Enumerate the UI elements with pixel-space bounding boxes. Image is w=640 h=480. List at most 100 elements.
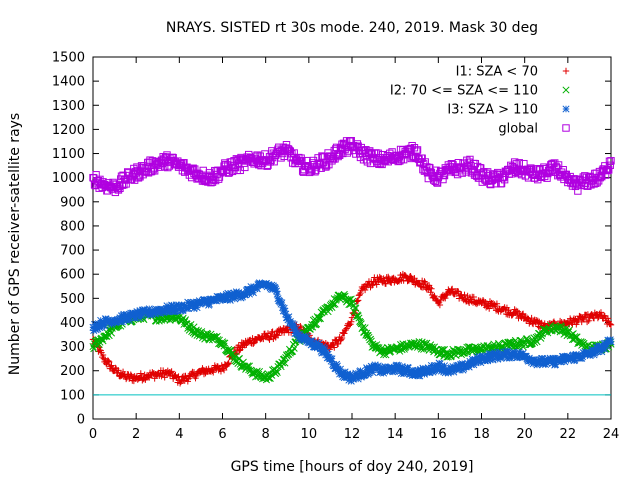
data-point bbox=[273, 290, 281, 298]
data-point bbox=[205, 169, 214, 177]
data-point bbox=[427, 289, 434, 296]
data-point bbox=[376, 273, 383, 281]
data-point bbox=[92, 326, 100, 334]
x-tick-label: 0 bbox=[89, 427, 97, 442]
data-point bbox=[167, 369, 175, 376]
data-point bbox=[580, 339, 588, 347]
data-point bbox=[596, 345, 604, 353]
data-point bbox=[370, 364, 378, 372]
data-point bbox=[494, 348, 503, 356]
data-point bbox=[365, 369, 373, 377]
data-point bbox=[366, 335, 375, 343]
data-point bbox=[242, 291, 250, 299]
data-point bbox=[312, 338, 321, 346]
series-3 bbox=[89, 279, 615, 385]
data-point bbox=[344, 373, 352, 381]
data-point bbox=[442, 291, 450, 298]
data-point bbox=[219, 292, 227, 300]
data-point bbox=[290, 344, 298, 352]
data-point bbox=[284, 145, 292, 153]
data-point bbox=[556, 317, 564, 325]
data-point bbox=[186, 302, 194, 310]
data-point bbox=[420, 370, 429, 378]
data-point bbox=[182, 303, 190, 311]
data-point bbox=[487, 350, 495, 358]
data-layer bbox=[89, 136, 615, 387]
data-point bbox=[250, 339, 258, 346]
data-point bbox=[604, 315, 612, 322]
data-point bbox=[232, 293, 240, 301]
data-point bbox=[510, 158, 519, 166]
x-tick-label: 22 bbox=[560, 427, 577, 442]
y-axis-label: Number of GPS receiver-satellite rays bbox=[7, 113, 23, 375]
data-point bbox=[390, 367, 398, 375]
data-point bbox=[339, 149, 347, 158]
axes-layer: 0100200300400500600700800900100011001200… bbox=[52, 51, 619, 443]
data-point bbox=[205, 300, 213, 308]
x-tick-label: 4 bbox=[175, 427, 183, 442]
data-point bbox=[427, 361, 435, 370]
data-point bbox=[514, 308, 521, 315]
data-point bbox=[580, 315, 588, 323]
data-point bbox=[290, 321, 298, 329]
data-point bbox=[274, 295, 282, 303]
series-1 bbox=[89, 270, 615, 387]
legend-marker-4 bbox=[562, 124, 570, 132]
data-point bbox=[527, 165, 536, 173]
data-point bbox=[187, 321, 195, 329]
data-point bbox=[131, 314, 139, 322]
data-point bbox=[554, 161, 563, 169]
data-point bbox=[343, 149, 352, 157]
data-point bbox=[320, 344, 328, 352]
data-point bbox=[480, 168, 488, 176]
data-point bbox=[236, 292, 244, 300]
data-point bbox=[455, 288, 462, 295]
data-point bbox=[235, 291, 244, 299]
data-point bbox=[439, 346, 447, 354]
data-point bbox=[338, 336, 345, 343]
data-point bbox=[236, 347, 243, 354]
data-point bbox=[185, 304, 193, 313]
y-tick-label: 1300 bbox=[52, 99, 85, 114]
data-point bbox=[537, 334, 545, 342]
data-point bbox=[265, 282, 274, 290]
data-point bbox=[511, 350, 519, 358]
data-point bbox=[162, 304, 170, 313]
data-point bbox=[408, 141, 416, 150]
data-point bbox=[94, 320, 102, 328]
data-point bbox=[99, 351, 107, 359]
data-point bbox=[184, 378, 192, 385]
data-point bbox=[327, 343, 334, 350]
data-point bbox=[272, 287, 281, 295]
data-point bbox=[388, 364, 396, 372]
data-point bbox=[426, 284, 434, 291]
data-point bbox=[500, 175, 509, 184]
data-point bbox=[278, 299, 286, 307]
data-point bbox=[252, 283, 260, 291]
data-point bbox=[394, 361, 402, 370]
data-point bbox=[357, 289, 364, 297]
data-point bbox=[573, 333, 581, 341]
data-point bbox=[536, 359, 544, 367]
data-point bbox=[363, 366, 371, 374]
x-tick-label: 18 bbox=[473, 427, 490, 442]
data-point bbox=[301, 335, 309, 343]
data-point bbox=[604, 166, 612, 175]
data-point bbox=[292, 325, 300, 333]
x-tick-label: 14 bbox=[387, 427, 404, 442]
data-point bbox=[480, 354, 488, 362]
data-point bbox=[363, 364, 371, 372]
data-point bbox=[266, 336, 273, 343]
data-point bbox=[493, 168, 502, 177]
x-tick-label: 6 bbox=[218, 427, 226, 442]
data-point bbox=[374, 362, 382, 370]
data-point bbox=[360, 147, 369, 155]
data-point bbox=[361, 324, 369, 332]
data-point bbox=[607, 338, 615, 346]
data-point bbox=[200, 370, 208, 378]
data-point bbox=[413, 146, 422, 154]
data-point bbox=[220, 366, 228, 374]
data-point bbox=[289, 324, 297, 332]
y-tick-label: 1000 bbox=[52, 171, 85, 186]
